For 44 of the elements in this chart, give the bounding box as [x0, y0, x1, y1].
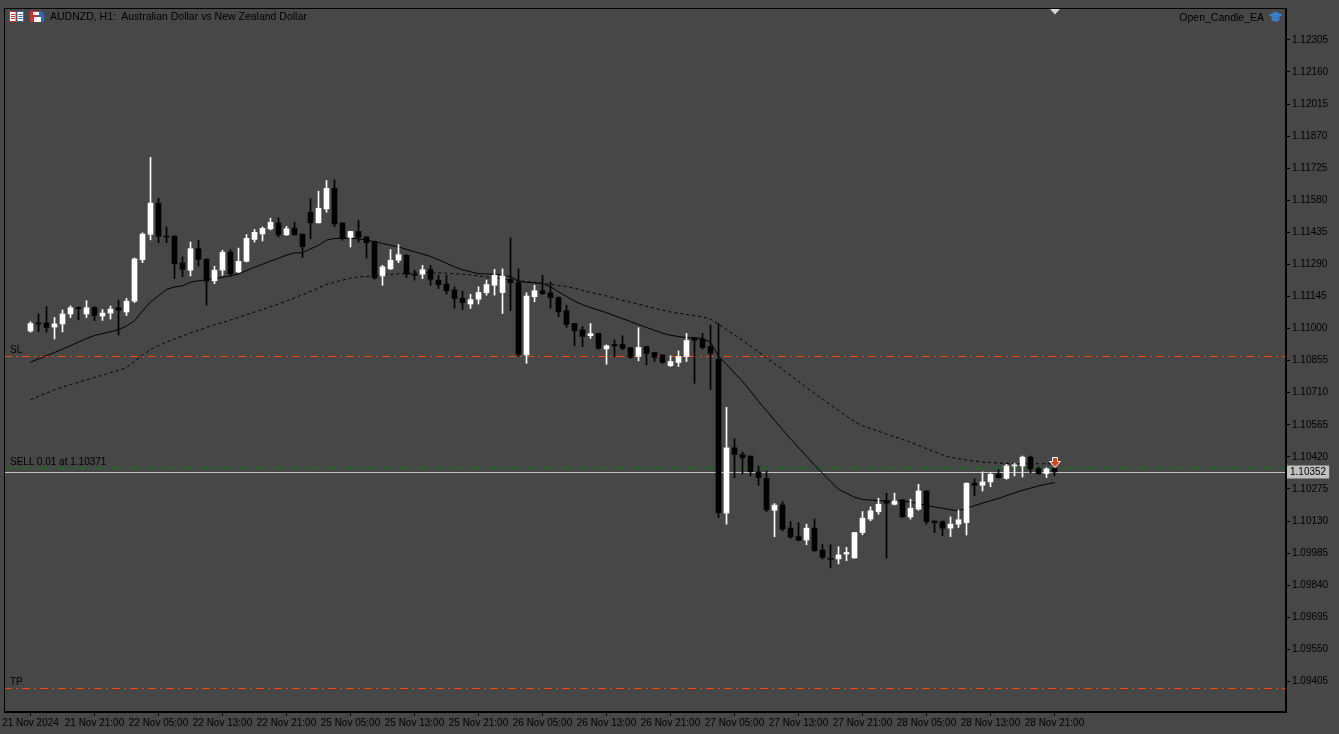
- x-tick-label: 25 Nov 05:00: [320, 716, 381, 728]
- x-tick-label: 26 Nov 05:00: [512, 716, 573, 728]
- x-tick-label: 28 Nov 13:00: [960, 716, 1021, 728]
- y-tick-label: 1.09840: [1292, 578, 1329, 590]
- y-tick-label: 1.12015: [1292, 97, 1329, 109]
- y-tick-label: 1.10710: [1292, 386, 1329, 398]
- y-tick-label: 1.12160: [1292, 65, 1329, 77]
- y-tick-label: 1.10420: [1292, 450, 1329, 462]
- x-tick-label: 27 Nov 05:00: [704, 716, 765, 728]
- y-tick-label: 1.11870: [1292, 129, 1328, 141]
- x-tick-label: 26 Nov 13:00: [576, 716, 637, 728]
- y-tick-label: 1.09695: [1292, 611, 1329, 623]
- text: Open_Candle_EA: [1179, 11, 1264, 23]
- x-tick-label: 21 Nov 21:00: [64, 716, 125, 728]
- y-tick-label: 1.11145: [1292, 290, 1328, 302]
- x-tick-label: 28 Nov 21:00: [1024, 716, 1085, 728]
- y-tick-label: 1.11290: [1292, 258, 1328, 270]
- y-tick-label: 1.09985: [1292, 546, 1329, 558]
- ref-line-label: TP: [10, 676, 24, 688]
- x-tick-label: 22 Nov 05:00: [128, 716, 189, 728]
- x-tick-label: 22 Nov 21:00: [256, 716, 317, 728]
- chart-title: AUDNZD, H1: Australian Dollar vs New Zealand Dollar: [50, 10, 307, 22]
- x-tick-label: 27 Nov 13:00: [768, 716, 829, 728]
- x-tick-label: 27 Nov 21:00: [832, 716, 893, 728]
- y-tick-label: 1.10855: [1292, 354, 1329, 366]
- y-tick-label: 1.09550: [1292, 643, 1329, 655]
- x-tick-label: 26 Nov 21:00: [640, 716, 701, 728]
- x-tick-label: 25 Nov 13:00: [384, 716, 445, 728]
- x-tick-label: 25 Nov 21:00: [448, 716, 509, 728]
- x-tick-label: 22 Nov 13:00: [192, 716, 253, 728]
- x-tick-label: 28 Nov 05:00: [896, 716, 957, 728]
- y-tick-label: 1.11000: [1292, 322, 1328, 334]
- ref-line-label: 1.10352: [1290, 466, 1327, 478]
- x-tick-label: 21 Nov 2024: [2, 716, 60, 728]
- ref-line-label: SL: [10, 344, 23, 356]
- y-tick-label: 1.12305: [1292, 33, 1329, 45]
- y-tick-label: 1.11435: [1292, 226, 1328, 238]
- y-tick-label: 1.09405: [1292, 675, 1329, 687]
- y-tick-label: 1.11725: [1292, 161, 1328, 173]
- y-tick-label: 1.11580: [1292, 194, 1328, 206]
- y-tick-label: 1.10565: [1292, 418, 1329, 430]
- y-tick-label: 1.10275: [1292, 482, 1329, 494]
- y-tick-label: 1.10130: [1292, 514, 1329, 526]
- ref-line-label: SELL 0.01 at 1.10371: [10, 456, 107, 468]
